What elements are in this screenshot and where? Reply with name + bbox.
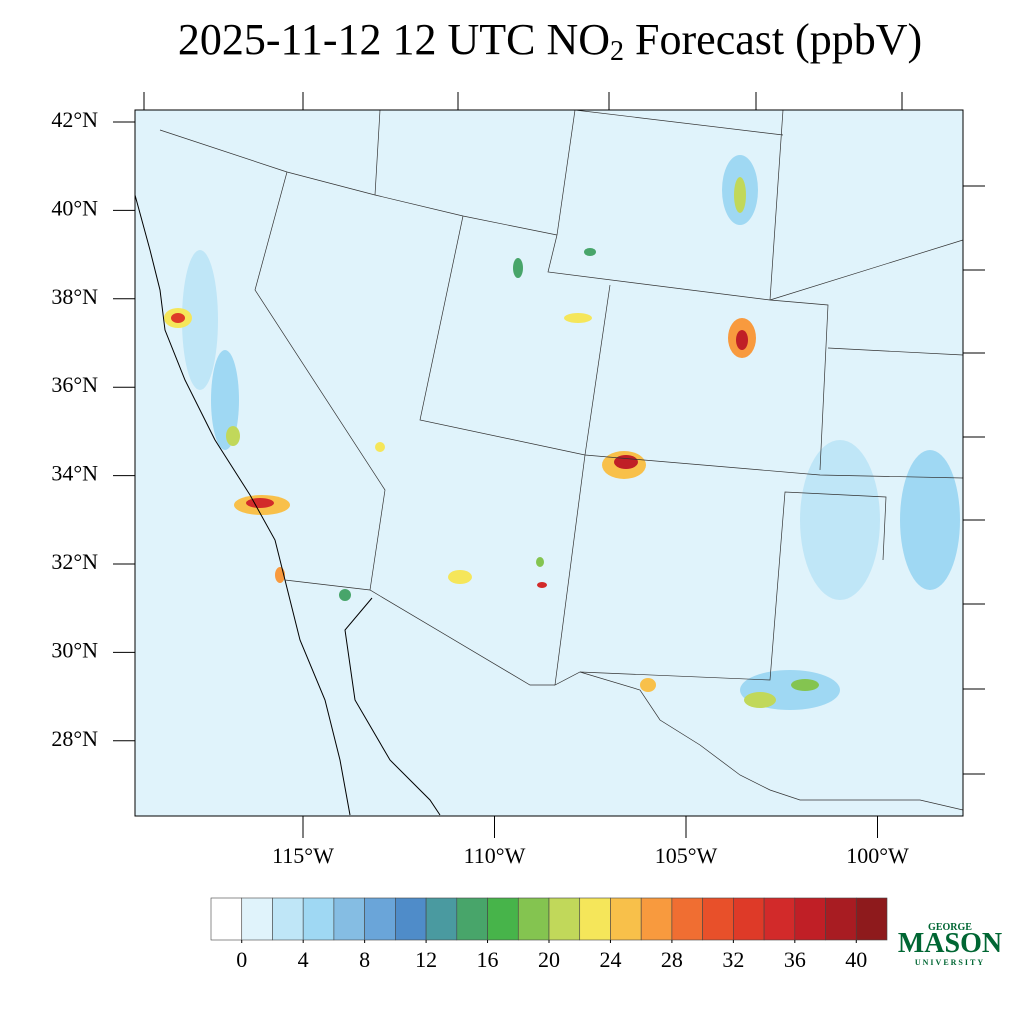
colorbar-box [855, 897, 888, 941]
colorbar-box [487, 897, 519, 941]
lat-tick-label: 38°N [51, 284, 98, 309]
lat-tick-label: 28°N [51, 726, 98, 751]
colorbar-box [640, 897, 673, 941]
frame-ticks [143, 92, 985, 775]
logo-bottom: UNIVERSITY [915, 958, 985, 967]
colorbar-box [733, 897, 765, 941]
colorbar-box [579, 897, 611, 941]
lon-tick-label: 110°W [464, 843, 526, 868]
colorbar-box [302, 897, 335, 941]
colorbar-box [517, 897, 550, 941]
map-frame [134, 109, 964, 817]
colorbar-tick-label: 24 [599, 947, 621, 972]
logo: GEORGE MASON UNIVERSITY [898, 922, 1002, 967]
lat-tick-label: 32°N [51, 549, 98, 574]
colorbar-tick-label: 4 [298, 947, 309, 972]
colorbar-box [548, 897, 581, 941]
title-main: 2025-11-12 12 UTC NO [178, 15, 610, 64]
lon-tick-label: 100°W [846, 843, 909, 868]
colorbar-box [364, 897, 396, 941]
lon-tick-label: 115°W [272, 843, 334, 868]
lat-tick-label: 34°N [51, 461, 98, 486]
colorbar-box [702, 897, 734, 941]
colorbar-tick-label: 16 [477, 947, 499, 972]
colorbar-box [610, 897, 642, 941]
colorbar-box [671, 897, 703, 941]
lat-tick-label: 42°N [51, 107, 98, 132]
colorbar-box [395, 897, 427, 941]
colorbar-box [272, 897, 304, 941]
colorbar-box [825, 897, 857, 941]
lat-tick-label: 36°N [51, 372, 98, 397]
colorbar-box [425, 897, 458, 941]
colorbar-tick-label: 32 [722, 947, 744, 972]
colorbar-tick-label: 12 [415, 947, 437, 972]
logo-top: GEORGE [928, 922, 972, 933]
coastline [134, 194, 351, 816]
colorbar-tick-label: 20 [538, 947, 560, 972]
title-subscript: 2 [610, 36, 624, 67]
colorbar-box [210, 897, 243, 941]
logo-main: MASON [898, 928, 1002, 959]
colorbar-tick-label: 0 [236, 947, 247, 972]
colorbar-tick-label: 8 [359, 947, 370, 972]
colorbar-tick-label: 40 [845, 947, 867, 972]
title-rest: Forecast (ppbV) [624, 15, 922, 64]
coastline [344, 597, 441, 816]
lat-tick-label: 40°N [51, 195, 98, 220]
colorbar-box [763, 897, 796, 941]
colorbar-box [794, 897, 826, 941]
lon-tick-label: 105°W [655, 843, 718, 868]
title: 2025-11-12 12 UTC NO2 Forecast (ppbV) [178, 15, 922, 67]
colorbar-box [241, 897, 273, 941]
colorbar-tick-label: 36 [784, 947, 806, 972]
colorbar-tick-label: 28 [661, 947, 683, 972]
colorbar-box [456, 897, 488, 941]
map [134, 92, 985, 817]
colorbar-box [333, 897, 365, 941]
lat-tick-label: 30°N [51, 637, 98, 662]
